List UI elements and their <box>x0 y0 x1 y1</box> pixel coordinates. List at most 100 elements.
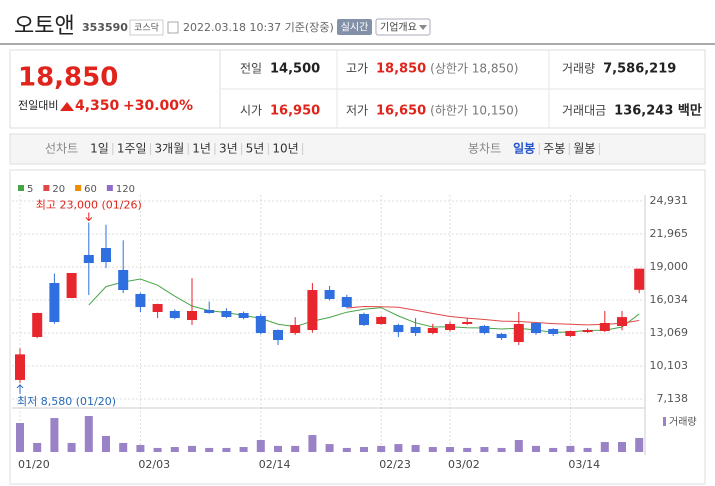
stat-value: 136,243 백만 <box>614 103 702 119</box>
tab[interactable]: 일봉 <box>513 142 535 156</box>
volume-bar <box>308 435 317 452</box>
candle-body <box>531 322 541 333</box>
change-amount: 4,350 <box>75 98 120 114</box>
candle-body <box>255 315 266 333</box>
moving-average <box>346 306 640 326</box>
volume-swatch <box>663 417 666 426</box>
market-label: 코스닥 <box>134 23 159 34</box>
tab[interactable]: 5년 <box>246 142 265 156</box>
tab[interactable]: 3년 <box>219 142 238 156</box>
volume-bar <box>549 447 558 452</box>
tab[interactable]: 월봉 <box>573 142 595 156</box>
candle-body <box>273 330 283 340</box>
candle-body <box>617 317 627 327</box>
change-rate: +30.00% <box>123 98 193 114</box>
candle-body <box>32 313 43 338</box>
volume-bar <box>222 447 231 452</box>
dropdown-arrow <box>419 25 427 30</box>
stat-note: (상한가 18,850) <box>430 62 518 76</box>
volume-bar <box>497 447 506 452</box>
company-button[interactable] <box>375 18 431 36</box>
moving-average <box>88 278 640 333</box>
candle-body <box>341 297 352 308</box>
candle-body <box>187 311 197 321</box>
candle-body <box>599 322 610 332</box>
candle-body <box>548 329 559 335</box>
chart-frame <box>9 169 706 485</box>
volume-label: 거래량 <box>669 416 697 428</box>
tab[interactable]: 10년 <box>272 142 298 156</box>
chart: 5 20 60 120 24,931 21,965 19,000 16,034 13,069 10… <box>12 184 697 471</box>
low-annotation: 최저 8,580 (01/20) <box>17 395 116 408</box>
candle-body <box>410 327 421 333</box>
change-label: 전일대비 <box>18 98 58 112</box>
candle-body <box>565 331 576 337</box>
candle-body <box>496 334 507 338</box>
tab[interactable]: 1주일 <box>117 142 147 156</box>
company-label[interactable]: 기업개요 <box>380 21 417 34</box>
x-tick-label: 02/03 <box>138 458 170 471</box>
x-tick-label: 01/20 <box>18 458 50 471</box>
candle-body <box>135 293 146 308</box>
candle-body <box>307 290 318 331</box>
legend-swatch <box>75 185 82 191</box>
candle-body <box>359 314 369 325</box>
candle-body <box>152 304 163 313</box>
volume-bar <box>446 447 454 452</box>
candle-body <box>169 311 180 318</box>
volume-bar <box>325 444 334 452</box>
y-tick-label: 21,965 <box>650 227 689 240</box>
tab[interactable]: 3개월 <box>155 142 185 156</box>
y-tick-label: 13,069 <box>650 326 689 339</box>
tab-bar <box>9 133 706 165</box>
volume-bar <box>394 444 403 452</box>
stat-label: 시가 <box>240 104 262 118</box>
volume-bar <box>566 445 575 452</box>
volume-bar <box>170 447 179 452</box>
candle-body <box>324 290 335 300</box>
stat-value: 14,500 <box>270 62 320 77</box>
stat-label: 고가 <box>346 62 368 76</box>
candle-body <box>393 324 404 333</box>
candle-body <box>479 326 490 333</box>
volume-bar <box>342 447 351 452</box>
tab[interactable]: 1일 <box>90 142 109 156</box>
volume-bar <box>84 416 93 452</box>
stat-label: 거래대금 <box>562 104 606 118</box>
volume-bar <box>239 447 248 452</box>
tab[interactable]: 주봉 <box>543 142 565 156</box>
candle-body <box>204 309 215 314</box>
y-tick-label: 24,931 <box>650 194 689 207</box>
candle-body <box>66 273 77 299</box>
y-tick-label: 19,000 <box>650 260 689 273</box>
volume-bar <box>256 440 265 452</box>
volume-bar <box>16 423 24 452</box>
volume-bar <box>514 440 523 452</box>
candle-body <box>101 248 111 263</box>
volume-bar <box>480 447 489 452</box>
candle-body <box>427 328 438 333</box>
calendar-icon <box>167 21 179 34</box>
x-tick-label: 02/23 <box>379 458 411 471</box>
up-arrow <box>60 102 74 111</box>
high-annotation: 최고 23,000 (01/26) <box>36 198 142 211</box>
realtime-label[interactable]: 실시간 <box>341 22 369 34</box>
y-tick-label: 7,138 <box>657 392 689 405</box>
volume-bar <box>205 447 214 452</box>
candle-body <box>49 283 60 323</box>
candle-body <box>238 313 249 318</box>
realtime-button[interactable] <box>337 19 372 35</box>
y-tick-label: 10,103 <box>650 359 689 372</box>
market-badge <box>129 19 164 36</box>
candle-body <box>376 316 387 324</box>
volume-bar <box>102 435 110 452</box>
volume-bar <box>33 442 42 452</box>
candle-body <box>582 330 593 333</box>
tab[interactable]: 1년 <box>192 142 211 156</box>
legend-swatch <box>43 185 50 191</box>
tab-group-label: 선차트 <box>45 142 78 156</box>
volume-bar <box>136 444 145 452</box>
volume-bar <box>377 445 386 452</box>
volume-bar <box>411 444 420 452</box>
